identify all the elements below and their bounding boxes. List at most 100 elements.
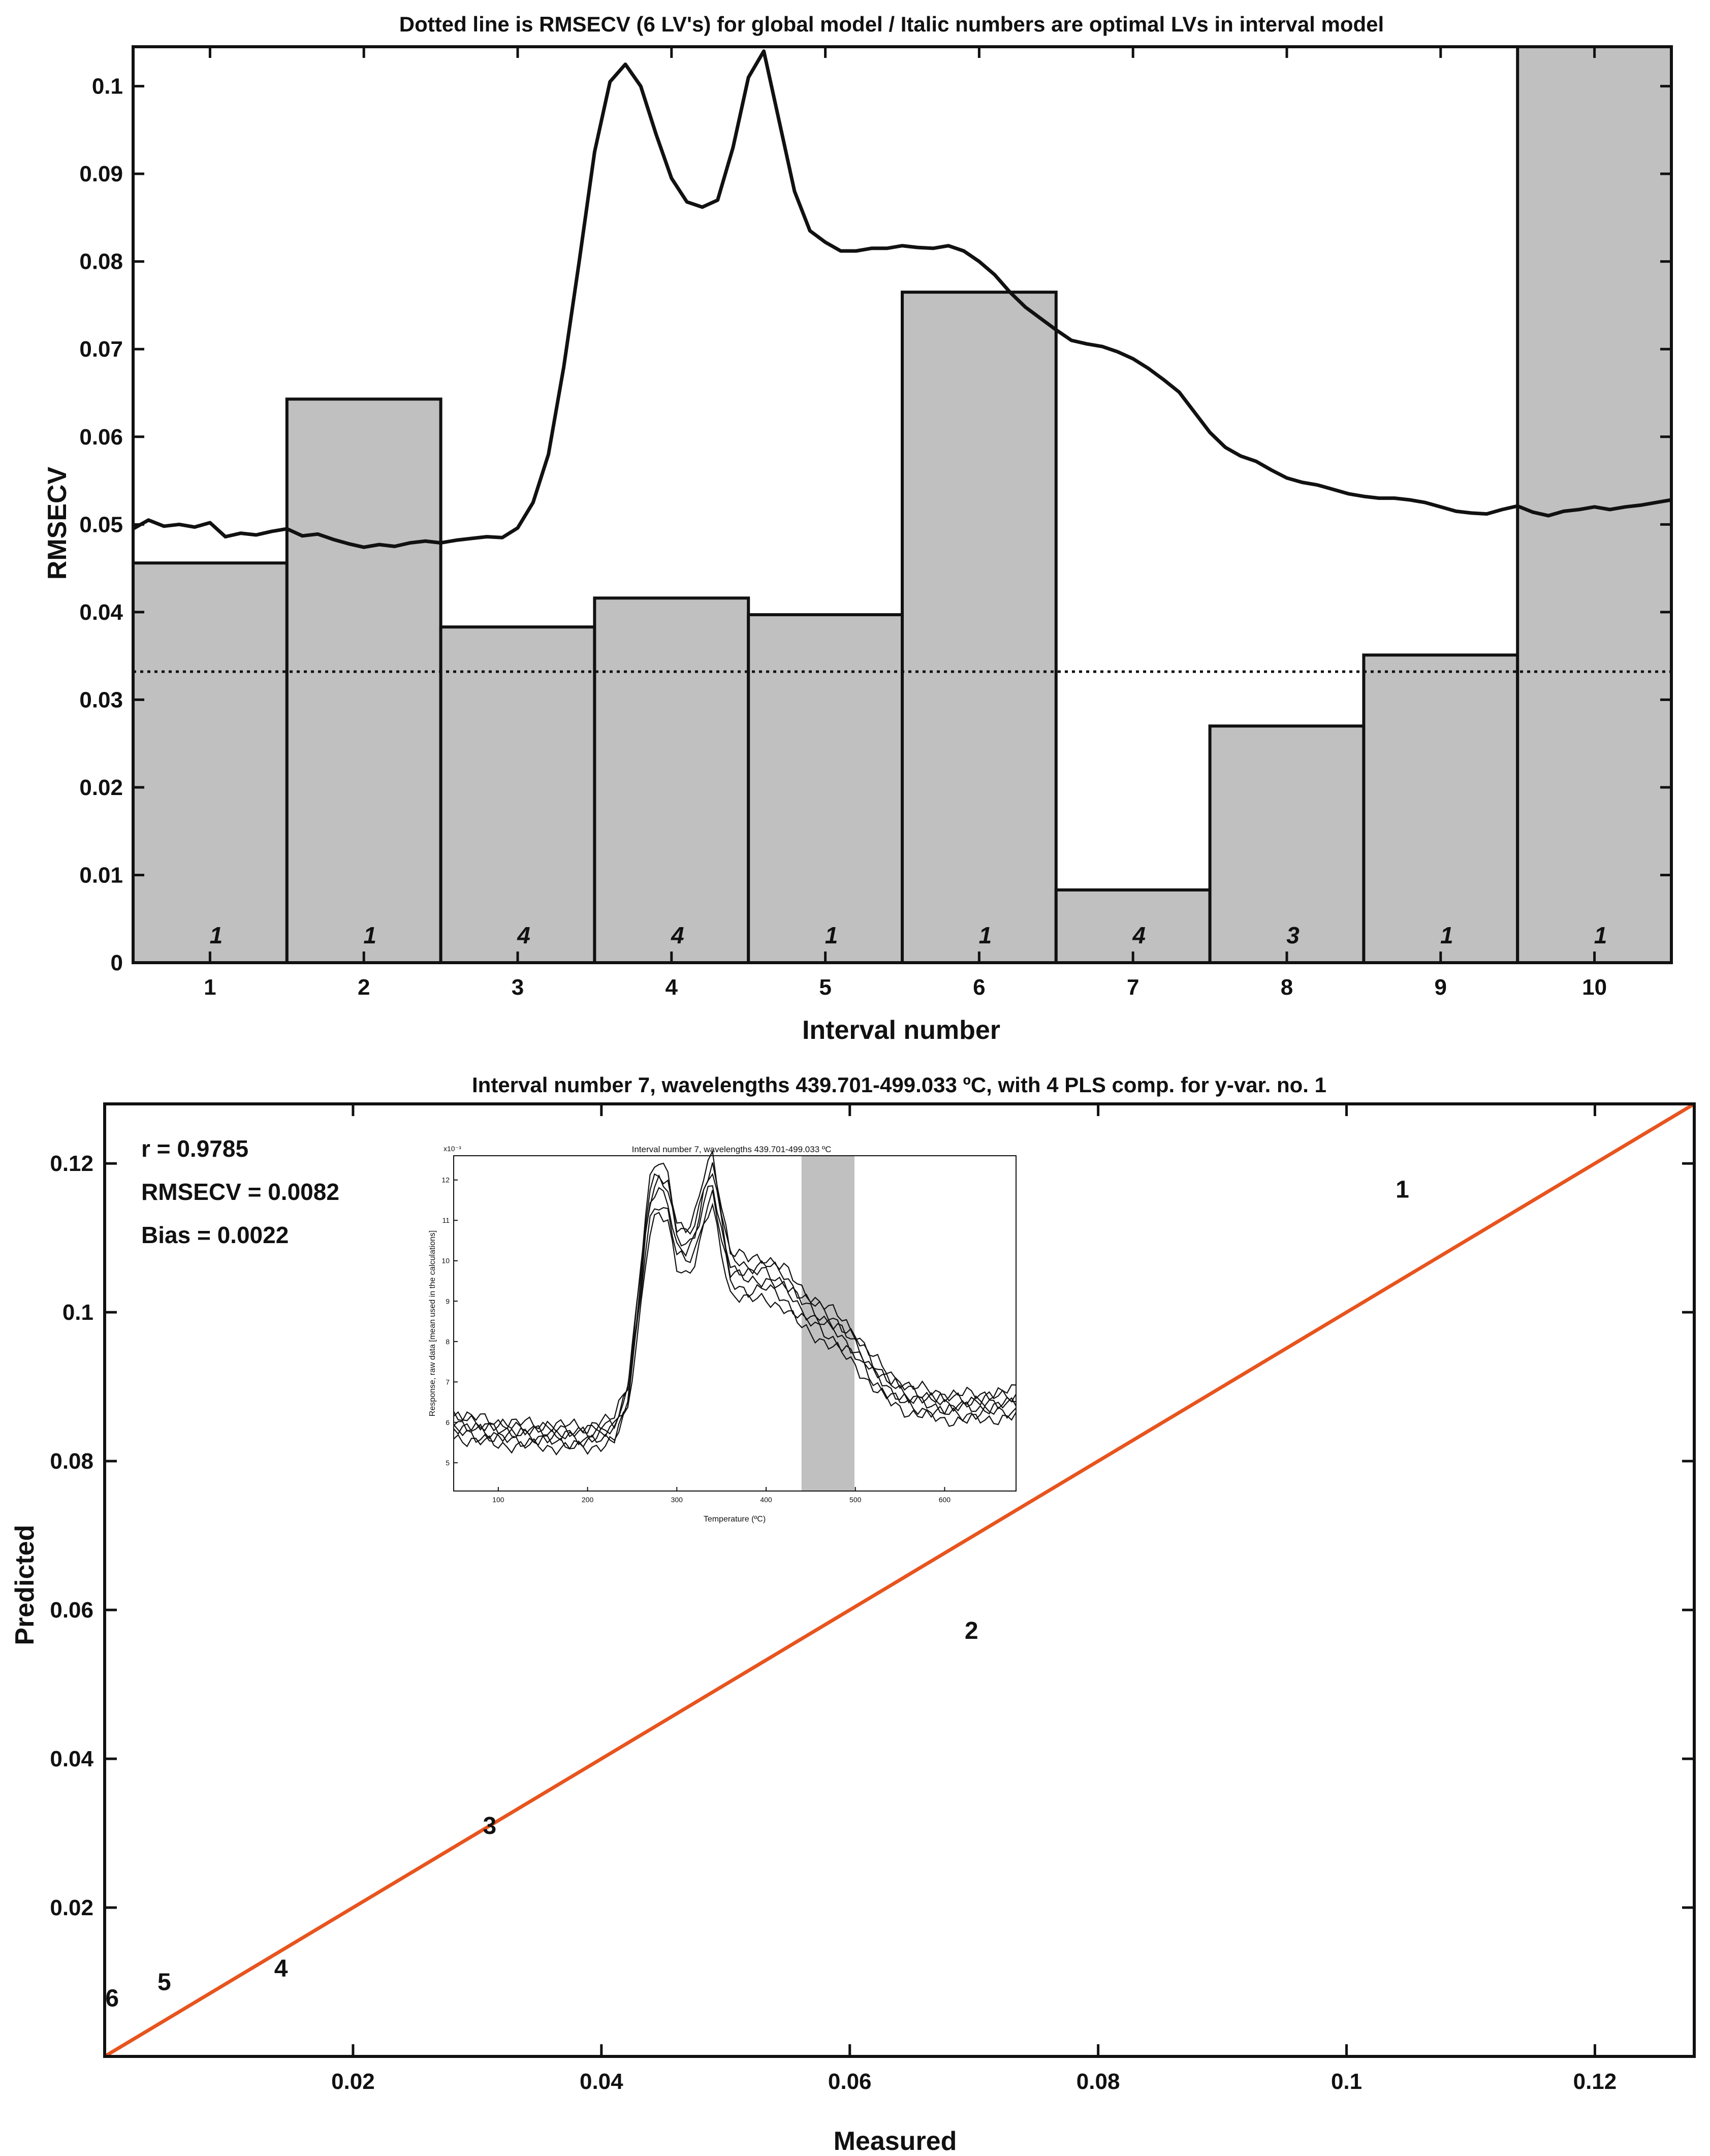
inset-x-axis-label: Temperature (ºC) [704, 1515, 766, 1524]
sample-point-4: 4 [274, 1955, 288, 1982]
top-x-tick-label: 7 [1127, 975, 1139, 1000]
top-y-tick-label: 0.07 [79, 337, 123, 362]
bottom-axes-group: 0.02 0.04 0.06 0.08 0.1 0.120.020.040.060.080… [50, 1104, 1694, 2094]
interval-bar-9 [1362, 653, 1519, 964]
rmsecv-interval-chart: Dotted line is RMSECV (6 LV's) for globa… [43, 12, 1673, 1045]
lv-label-10: 1 [1594, 922, 1607, 948]
lv-label-9: 1 [1440, 922, 1453, 948]
top-y-tick-label: 0.09 [79, 162, 123, 186]
inset-x-tick-label: 600 [939, 1496, 951, 1504]
top-x-tick-label: 4 [666, 975, 678, 1000]
bottom-y-tick-label: 0.06 [50, 1598, 93, 1623]
lv-label-6: 1 [979, 922, 992, 948]
stat-r: r = 0.9785 [141, 1135, 248, 1162]
bars-group [132, 45, 1673, 965]
top-x-tick-label: 5 [819, 975, 831, 1000]
bottom-y-tick-label: 0.12 [50, 1151, 93, 1176]
mean-spectrum-line [132, 49, 1672, 549]
interval-bar-1 [132, 561, 289, 964]
bottom-x-tick-label: 0.12 [1573, 2069, 1617, 2094]
inset-y-tick-label: 12 [441, 1176, 450, 1184]
sample-point-6: 6 [105, 1985, 119, 2012]
top-x-tick-label: 3 [512, 975, 524, 1000]
top-y-tick-label: 0.01 [79, 863, 123, 887]
inset-y-tick-label: 10 [441, 1257, 450, 1265]
inset-spectrum-curve [453, 1149, 1017, 1433]
interval-bar-3 [439, 625, 596, 964]
interval-bar-2 [285, 397, 442, 964]
bottom-y-tick-label: 0.1 [62, 1300, 93, 1325]
top-y-axis-label: RMSECV [43, 466, 72, 580]
top-x-tick-label: 2 [358, 975, 370, 1000]
bottom-y-axis-label: Predicted [10, 1525, 40, 1645]
interval-bar-7 [1054, 888, 1212, 964]
top-y-tick-label: 0.08 [79, 249, 123, 274]
sample-point-2: 2 [965, 1618, 978, 1644]
inset-y-tick-label: 7 [446, 1378, 450, 1386]
bottom-plot-frame [103, 1102, 1696, 2058]
inset-spectrum-curve [453, 1190, 1017, 1450]
lv-label-2: 1 [363, 922, 376, 948]
lv-label-8: 3 [1286, 922, 1300, 948]
lv-label-7: 4 [1132, 922, 1146, 948]
sample-point-1: 1 [1396, 1176, 1409, 1203]
inset-spectrum-curve [453, 1162, 1017, 1438]
interval-bar-5 [747, 613, 904, 965]
top-y-tick-label: 0.06 [79, 425, 123, 450]
top-x-axis-label: Interval number [802, 1016, 1000, 1045]
inset-spectrum-curve [453, 1172, 1017, 1441]
inset-y-tick-label: 11 [442, 1216, 450, 1224]
bottom-x-tick-label: 0.04 [580, 2069, 623, 2094]
stat-bias: Bias = 0.0022 [141, 1222, 289, 1248]
bottom-y-tick-label: 0.04 [50, 1747, 93, 1771]
bottom-x-axis-label: Measured [834, 2127, 957, 2156]
top-x-tick-label: 9 [1435, 975, 1447, 1000]
lv-label-4: 4 [671, 922, 684, 948]
bottom-y-tick-label: 0.08 [50, 1449, 93, 1474]
bottom-x-tick-label: 0.02 [331, 2069, 375, 2094]
stats-box: r = 0.9785 RMSECV = 0.0082 Bias = 0.0022 [141, 1135, 339, 1248]
inset-y-axis-label: Response, raw data [mean used in the cal… [428, 1230, 437, 1416]
bottom-x-tick-label: 0.08 [1076, 2069, 1120, 2094]
top-y-tick-label: 0.02 [79, 775, 123, 800]
inset-axes-group: 100 200 300 400 500 600 5 6 7 8 9 10 11 12 [441, 1176, 951, 1504]
inset-x-tick-label: 500 [849, 1496, 862, 1504]
inset-spectra-plot: 100 200 300 400 500 600 5 6 7 8 9 10 11 12 Interval n… [428, 1145, 1020, 1524]
measured-vs-predicted-chart: Interval number 7, wavelengths 439.701-4… [10, 1073, 1696, 2156]
top-x-tick-label: 1 [204, 975, 216, 1000]
bottom-x-tick-label: 0.1 [1331, 2069, 1362, 2094]
inset-x-tick-label: 100 [492, 1496, 504, 1504]
inset-frame [453, 1155, 1017, 1492]
interval-bar-6 [901, 291, 1058, 964]
bottom-chart-title: Interval number 7, wavelengths 439.701-4… [472, 1073, 1326, 1097]
inset-title: Interval number 7, wavelengths 439.701-4… [632, 1145, 832, 1154]
inset-spectrum-curve [453, 1202, 1017, 1456]
lv-labels-group: 1 1 4 4 1 1 4 3 1 1 [210, 922, 1607, 948]
fit-line [104, 1102, 1695, 2058]
inset-exponent: x10⁻³ [444, 1145, 461, 1153]
top-plot-frame [132, 45, 1673, 964]
top-y-tick-label: 0.03 [79, 687, 123, 712]
inset-spectra-lines [453, 1149, 1017, 1456]
sample-point-5: 5 [157, 1969, 171, 1996]
top-axes-group: 1 2 3 4 5 6 7 8 9 10 0 0.01 0.02 0.03 0.04 0.05 0.06 0.07… [79, 47, 1671, 1000]
top-y-tick-label: 0.05 [79, 512, 123, 537]
inset-y-tick-label: 5 [446, 1459, 450, 1467]
lv-label-3: 4 [517, 922, 530, 948]
inset-y-tick-label: 9 [446, 1297, 450, 1305]
sample-point-3: 3 [483, 1813, 496, 1840]
top-y-tick-label: 0.1 [92, 74, 123, 99]
stat-rmsecv: RMSECV = 0.0082 [141, 1179, 339, 1205]
top-chart-title: Dotted line is RMSECV (6 LV's) for globa… [399, 12, 1384, 36]
lv-label-5: 1 [825, 922, 838, 948]
top-y-tick-label: 0 [111, 950, 123, 975]
top-x-tick-label: 6 [973, 975, 985, 1000]
bottom-x-tick-label: 0.06 [828, 2069, 872, 2094]
inset-x-tick-label: 300 [671, 1496, 683, 1504]
interval-bar-4 [593, 596, 750, 964]
top-y-tick-label: 0.04 [79, 600, 123, 625]
top-x-tick-label: 8 [1281, 975, 1293, 1000]
inset-interval-highlight [801, 1156, 854, 1491]
lv-label-1: 1 [210, 922, 223, 948]
